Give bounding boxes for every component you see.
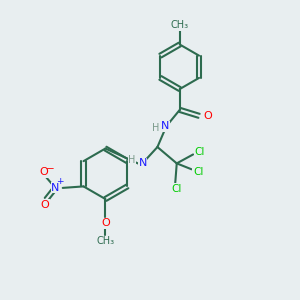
Text: H: H — [128, 155, 136, 165]
Text: O: O — [40, 167, 48, 177]
Text: −: − — [46, 164, 54, 174]
Text: N: N — [138, 158, 147, 168]
Text: CH₃: CH₃ — [96, 236, 115, 246]
Text: O: O — [101, 218, 110, 228]
Text: CH₃: CH₃ — [171, 20, 189, 30]
Text: Cl: Cl — [193, 167, 203, 177]
Text: O: O — [40, 200, 49, 209]
Text: N: N — [51, 183, 59, 193]
Text: H: H — [152, 123, 160, 133]
Text: Cl: Cl — [194, 147, 205, 157]
Text: Cl: Cl — [172, 184, 182, 194]
Text: O: O — [203, 111, 212, 121]
Text: +: + — [56, 177, 64, 186]
Text: N: N — [161, 121, 169, 131]
